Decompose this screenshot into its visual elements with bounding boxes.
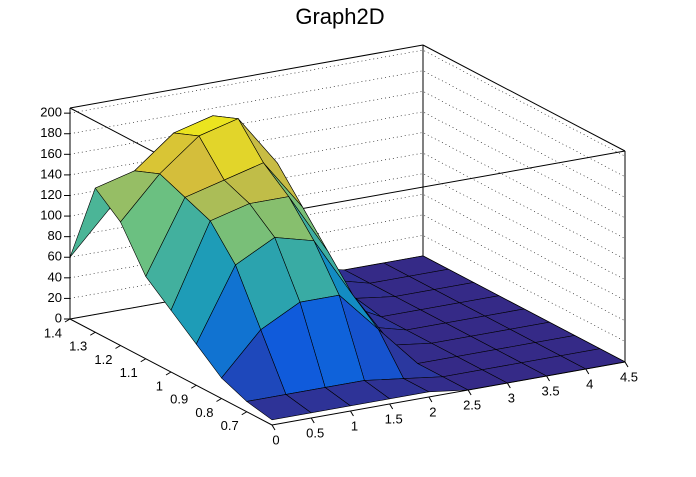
y-tick bbox=[190, 384, 197, 389]
z-tick-label: 160 bbox=[40, 146, 62, 161]
x-tick bbox=[585, 368, 590, 375]
box-edge bbox=[69, 44, 424, 109]
x-tick bbox=[310, 417, 315, 424]
z-tick-label: 100 bbox=[40, 208, 62, 223]
y-tick bbox=[64, 318, 71, 323]
z-tick-label: 80 bbox=[48, 228, 62, 243]
x-tick-label: 3 bbox=[508, 390, 515, 405]
box-edge bbox=[422, 44, 626, 152]
surface-cell bbox=[246, 394, 312, 421]
x-axis bbox=[271, 361, 626, 426]
x-tick bbox=[428, 396, 433, 403]
x-tick-label: 2 bbox=[429, 404, 436, 419]
x-tick bbox=[506, 382, 511, 389]
box-edge bbox=[271, 150, 626, 215]
y-tick-label: 0.9 bbox=[170, 392, 188, 407]
chart-title: Graph2D bbox=[295, 4, 384, 29]
z-tick-label: 20 bbox=[48, 290, 62, 305]
y-tick-label: 0.7 bbox=[221, 418, 239, 433]
y-tick-label: 1.1 bbox=[120, 365, 138, 380]
y-tick bbox=[115, 345, 121, 349]
z-tick-label: 60 bbox=[48, 249, 62, 264]
x-tick bbox=[350, 410, 354, 417]
z-tick-label: 180 bbox=[40, 125, 62, 140]
x-tick-label: 2.5 bbox=[463, 397, 481, 412]
x-tick-label: 3.5 bbox=[542, 383, 560, 398]
y-tick-label: 1.3 bbox=[69, 339, 87, 354]
y-tick-label: 1.4 bbox=[44, 325, 62, 340]
x-tick bbox=[271, 424, 276, 431]
x-tick-label: 4.5 bbox=[620, 369, 638, 384]
z-tick-label: 0 bbox=[55, 310, 62, 325]
z-tick-label: 140 bbox=[40, 166, 62, 181]
x-tick-label: 1 bbox=[351, 418, 358, 433]
y-tick bbox=[140, 358, 147, 363]
y-tick bbox=[165, 371, 172, 376]
y-tick bbox=[241, 411, 248, 416]
x-tick-label: 0 bbox=[272, 432, 279, 447]
x-tick-label: 1.5 bbox=[385, 411, 403, 426]
y-tick bbox=[89, 331, 96, 336]
z-tick-label: 200 bbox=[40, 105, 62, 120]
z-tick-label: 40 bbox=[48, 269, 62, 284]
x-tick bbox=[546, 375, 550, 382]
x-tick-label: 0.5 bbox=[306, 425, 324, 440]
z-tick-label: 120 bbox=[40, 187, 62, 202]
x-tick bbox=[467, 389, 472, 396]
x-tick-label: 4 bbox=[586, 376, 593, 391]
x-tick bbox=[624, 361, 629, 368]
x-tick bbox=[389, 403, 394, 410]
y-tick-label: 1 bbox=[156, 378, 163, 393]
y-tick bbox=[216, 398, 222, 402]
y-tick-label: 1.2 bbox=[94, 352, 112, 367]
y-tick-label: 0.8 bbox=[195, 405, 213, 420]
